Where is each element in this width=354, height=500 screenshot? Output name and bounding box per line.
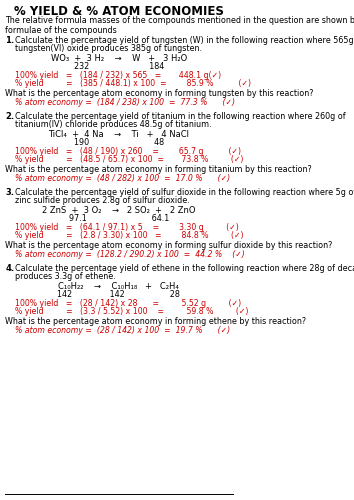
- Text: What is the percentage atom economy in forming ethene by this reaction?: What is the percentage atom economy in f…: [5, 317, 307, 326]
- Text: % YIELD & % ATOM ECONOMIES: % YIELD & % ATOM ECONOMIES: [14, 5, 224, 18]
- Text: The relative formula masses of the compounds mentioned in the question are shown: The relative formula masses of the compo…: [5, 16, 354, 36]
- Text: 100% yield   =   (184 / 232) x 565   =       448.1 g(✓): 100% yield = (184 / 232) x 565 = 448.1 g…: [15, 71, 221, 80]
- Text: WO₃  +  3 H₂    →    W   +   3 H₂O: WO₃ + 3 H₂ → W + 3 H₂O: [51, 54, 187, 63]
- Text: % atom economy =  (48 / 282) x 100  =  17.0 %      (✓): % atom economy = (48 / 282) x 100 = 17.0…: [15, 174, 230, 183]
- Text: % atom economy =  (128.2 / 290.2) x 100  =  44.2 %    (✓): % atom economy = (128.2 / 290.2) x 100 =…: [15, 250, 245, 259]
- Text: What is the percentage atom economy in forming titanium by this reaction?: What is the percentage atom economy in f…: [5, 165, 312, 174]
- Text: zinc sulfide produces 2.8g of sulfur dioxide.: zinc sulfide produces 2.8g of sulfur dio…: [15, 196, 189, 205]
- Text: Calculate the percentage yield of tungsten (W) in the following reaction where 5: Calculate the percentage yield of tungst…: [15, 36, 354, 45]
- Text: titanium(IV) chloride produces 48.5g of titanium.: titanium(IV) chloride produces 48.5g of …: [15, 120, 211, 129]
- Text: Calculate the percentage yield of titanium in the following reaction where 260g : Calculate the percentage yield of titani…: [15, 112, 346, 121]
- Text: 100% yield   =   (28 / 142) x 28      =         5.52 g         (✓): 100% yield = (28 / 142) x 28 = 5.52 g (✓…: [15, 299, 241, 308]
- Text: tungsten(VI) oxide produces 385g of tungsten.: tungsten(VI) oxide produces 385g of tung…: [15, 44, 202, 53]
- Text: 97.1                          64.1: 97.1 64.1: [69, 214, 169, 223]
- Text: % yield         =   (3.3 / 5.52) x 100    =         59.8 %         (✓): % yield = (3.3 / 5.52) x 100 = 59.8 % (✓…: [15, 307, 248, 316]
- Text: 190                          48: 190 48: [74, 138, 164, 147]
- Text: 1.: 1.: [5, 36, 15, 45]
- Text: % atom economy =  (28 / 142) x 100  =  19.7 %      (✓): % atom economy = (28 / 142) x 100 = 19.7…: [15, 326, 230, 335]
- Text: % yield         =   (385 / 448.1) x 100  =        85.9 %          (✓): % yield = (385 / 448.1) x 100 = 85.9 % (…: [15, 79, 251, 88]
- Text: C₁₀H₂₂    →    C₁₀H₁₈   +   C₂H₄: C₁₀H₂₂ → C₁₀H₁₈ + C₂H₄: [58, 282, 179, 291]
- Text: What is the percentage atom economy in forming tungsten by this reaction?: What is the percentage atom economy in f…: [5, 89, 314, 98]
- Text: Calculate the percentage yield of sulfur dioxide in the following reaction where: Calculate the percentage yield of sulfur…: [15, 188, 354, 197]
- Text: 142               142                  28: 142 142 28: [57, 290, 180, 299]
- Text: 100% yield   =   (48 / 190) x 260    =        65.7 g          (✓): 100% yield = (48 / 190) x 260 = 65.7 g (…: [15, 147, 241, 156]
- Text: 2 ZnS  +  3 O₂    →   2 SO₂  +   2 ZnO: 2 ZnS + 3 O₂ → 2 SO₂ + 2 ZnO: [42, 206, 196, 215]
- Text: Calculate the percentage yield of ethene in the following reaction where 28g of : Calculate the percentage yield of ethene…: [15, 264, 354, 273]
- Text: % yield         =   (48.5 / 65.7) x 100  =       73.8 %         (✓): % yield = (48.5 / 65.7) x 100 = 73.8 % (…: [15, 155, 243, 164]
- Text: produces 3.3g of ethene.: produces 3.3g of ethene.: [15, 272, 115, 281]
- Text: 4.: 4.: [5, 264, 15, 273]
- Text: 100% yield   =   (64.1 / 97.1) x 5    =        3.30 g         (✓): 100% yield = (64.1 / 97.1) x 5 = 3.30 g …: [15, 223, 239, 232]
- Text: 3.: 3.: [5, 188, 15, 197]
- Text: % atom economy =  (184 / 238) x 100  =  77.3 %      (✓): % atom economy = (184 / 238) x 100 = 77.…: [15, 98, 235, 107]
- Text: What is the percentage atom economy in forming sulfur dioxide by this reaction?: What is the percentage atom economy in f…: [5, 241, 333, 250]
- Text: 2.: 2.: [5, 112, 15, 121]
- Text: % yield         =   (2.8 / 3.30) x 100   =        84.8 %         (✓): % yield = (2.8 / 3.30) x 100 = 84.8 % (✓…: [15, 231, 243, 240]
- Text: 232                        184: 232 184: [74, 62, 164, 71]
- Text: TiCl₄  +  4 Na    →    Ti   +   4 NaCl: TiCl₄ + 4 Na → Ti + 4 NaCl: [48, 130, 189, 139]
